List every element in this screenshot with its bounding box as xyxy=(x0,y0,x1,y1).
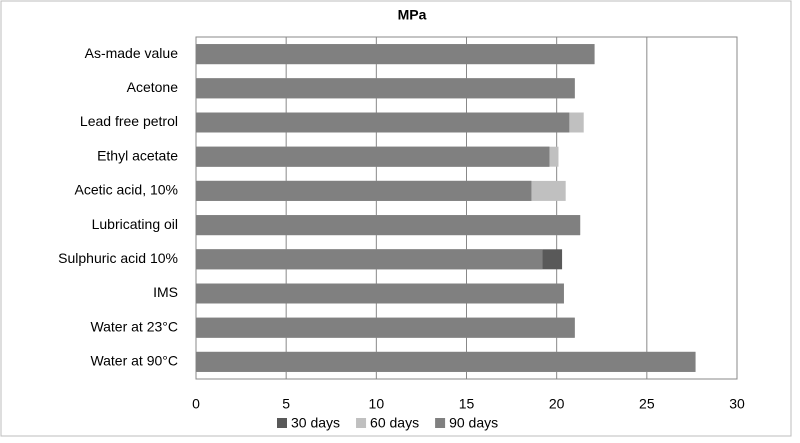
bar xyxy=(196,215,581,236)
legend-swatch xyxy=(435,418,446,428)
y-tick-label: Lead free petrol xyxy=(80,113,178,129)
x-tick-label: 10 xyxy=(369,396,385,412)
bar xyxy=(196,249,543,270)
bar xyxy=(196,44,595,65)
bar xyxy=(196,112,570,133)
bar xyxy=(196,283,564,304)
y-tick-label: Sulphuric acid 10% xyxy=(58,250,178,266)
legend-label: 30 days xyxy=(291,415,340,431)
bar xyxy=(196,317,575,338)
x-tick-label: 20 xyxy=(549,396,565,412)
y-tick-label: As-made value xyxy=(85,45,179,61)
x-tick-label: 15 xyxy=(459,396,475,412)
y-tick-label: Water at 90°C xyxy=(90,353,178,369)
bar xyxy=(196,78,575,99)
y-tick-label: Ethyl acetate xyxy=(97,147,178,163)
y-tick-label: Acetone xyxy=(127,79,179,95)
chart-title: MPa xyxy=(398,7,427,23)
y-tick-label: IMS xyxy=(153,284,178,300)
legend-swatch xyxy=(356,418,367,428)
y-tick-label: Water at 23°C xyxy=(90,318,178,334)
bar xyxy=(196,146,550,167)
x-tick-label: 0 xyxy=(192,396,200,412)
legend-swatch xyxy=(277,418,287,428)
legend-label: 90 days xyxy=(449,415,498,431)
y-tick-label: Acetic acid, 10% xyxy=(75,182,179,198)
x-tick-label: 25 xyxy=(639,396,655,412)
y-tick-label: Lubricating oil xyxy=(92,216,178,232)
x-tick-label: 30 xyxy=(729,396,745,412)
x-tick-label: 5 xyxy=(282,396,290,412)
legend-label: 60 days xyxy=(370,415,419,431)
bar xyxy=(196,351,696,372)
bar xyxy=(196,180,532,201)
